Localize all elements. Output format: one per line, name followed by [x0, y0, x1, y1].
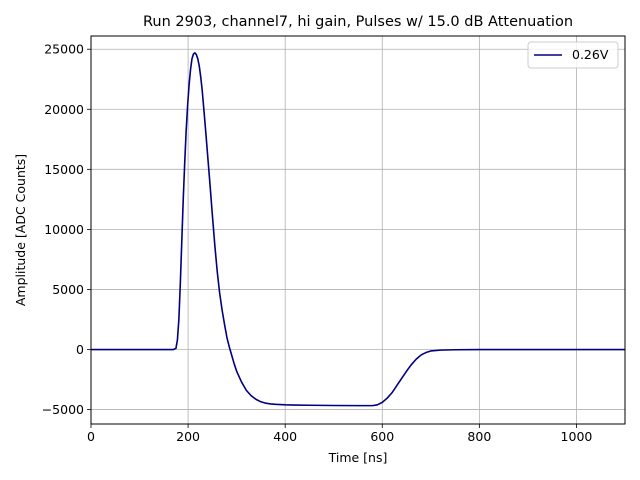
x-tick-label: 800 — [467, 429, 491, 444]
legend-label: 0.26V — [572, 47, 609, 62]
chart-title: Run 2903, channel7, hi gain, Pulses w/ 1… — [143, 14, 573, 30]
x-tick-label: 1000 — [561, 429, 593, 444]
y-tick-label: −5000 — [42, 402, 84, 417]
y-axis-label: Amplitude [ADC Counts] — [13, 154, 28, 306]
x-tick-label: 0 — [87, 429, 95, 444]
x-tick-label: 200 — [176, 429, 200, 444]
legend: 0.26V — [527, 41, 619, 69]
series-line — [91, 52, 625, 407]
x-tick-label: 400 — [273, 429, 297, 444]
plot-lines — [91, 52, 625, 407]
y-tick-label: 25000 — [44, 42, 84, 57]
y-tick-label: 5000 — [52, 282, 84, 297]
x-axis-label: Time [ns] — [328, 450, 388, 465]
y-tick-label: 0 — [76, 342, 84, 357]
x-tick-label: 600 — [370, 429, 394, 444]
y-tick-label: 20000 — [44, 102, 84, 117]
axis-ticks: 0 200 400 600 800 1000−5000050001000015000200… — [42, 42, 593, 444]
y-tick-label: 10000 — [44, 222, 84, 237]
legend-box — [527, 41, 619, 69]
y-tick-label: 15000 — [44, 162, 84, 177]
plot-frame — [90, 35, 626, 425]
